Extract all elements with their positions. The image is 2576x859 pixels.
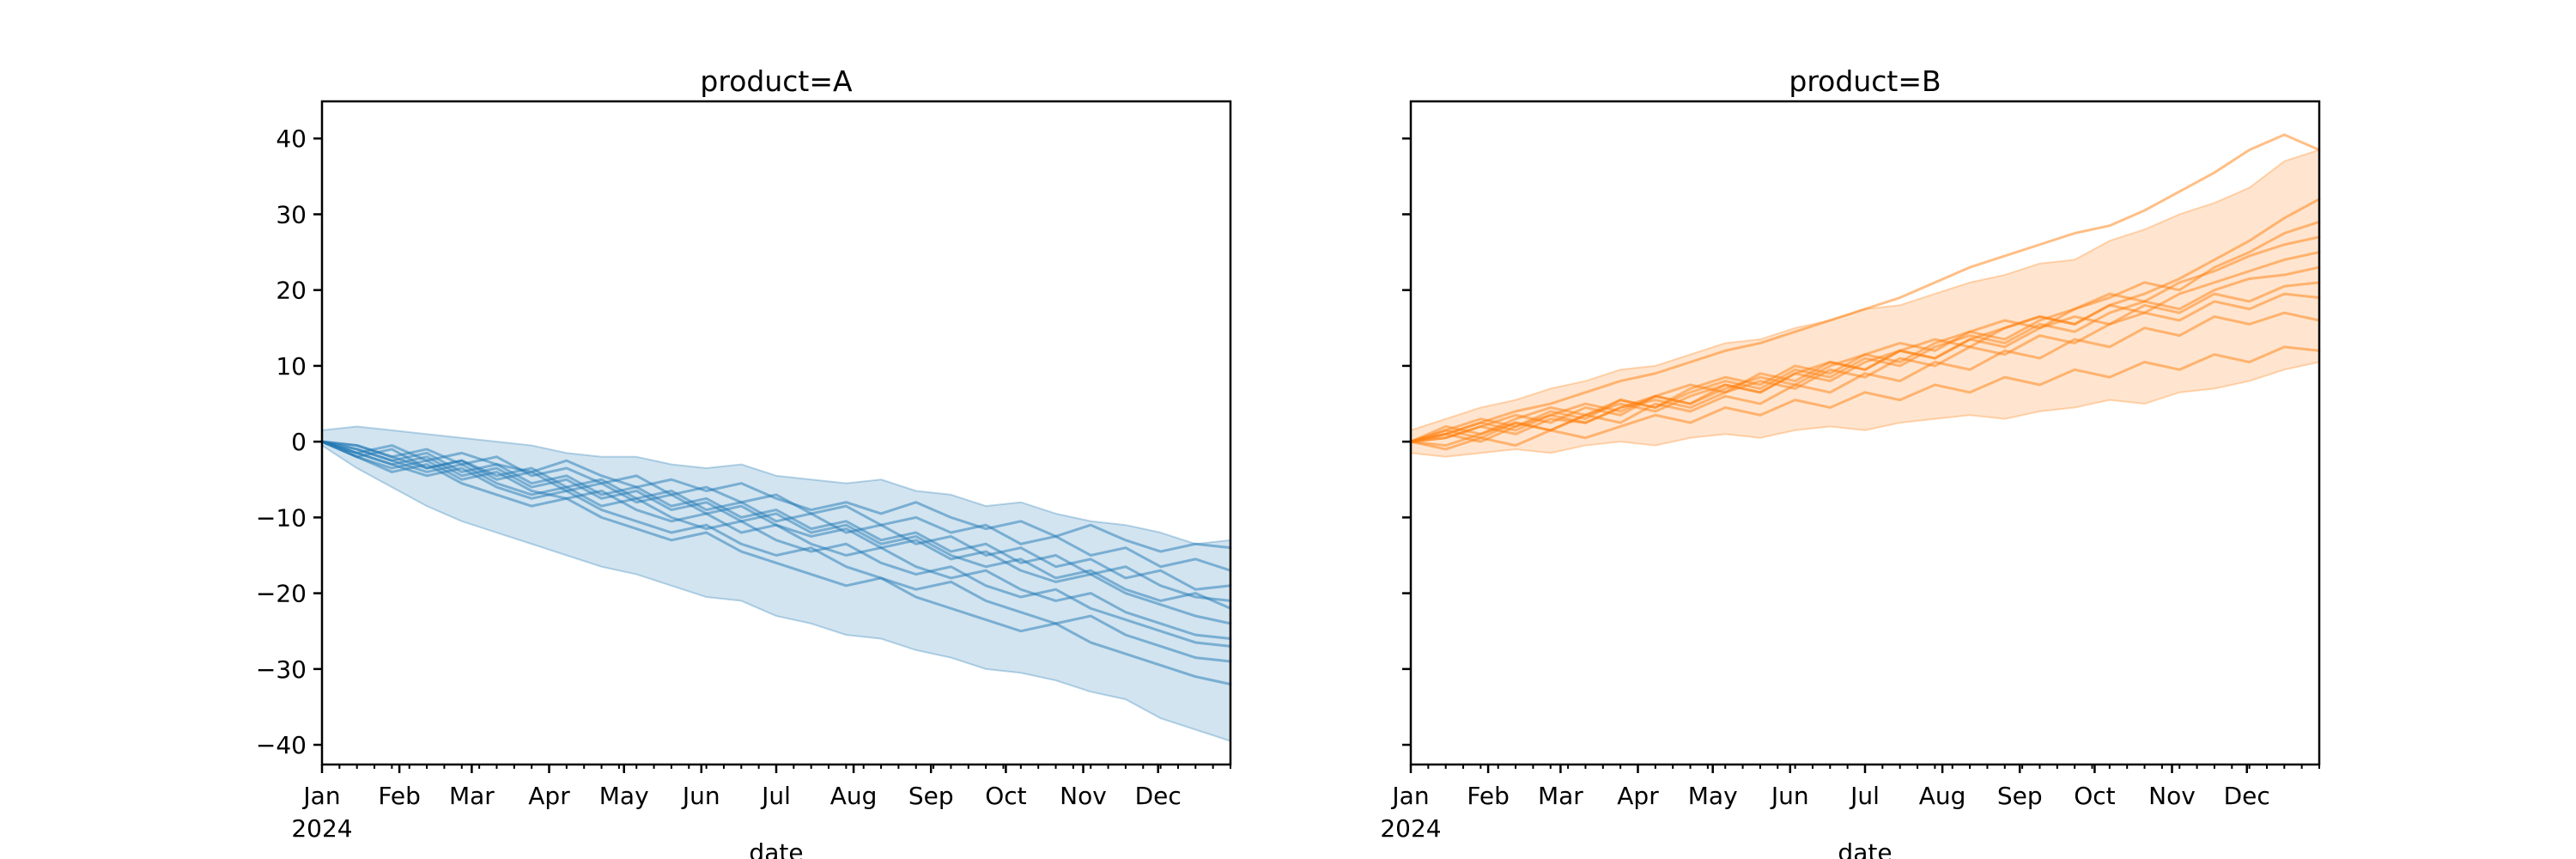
y-tick-label: −10 bbox=[256, 503, 307, 532]
y-tick-label: 30 bbox=[276, 200, 307, 228]
x-axis-label: date bbox=[749, 838, 803, 859]
x-tick-label: Jun bbox=[1770, 782, 1809, 810]
x-axis: Jan 2024 Feb Mar Apr May Jun Jul Aug Sep Oct Nov Dec bbox=[1380, 765, 2270, 843]
unit-line-unit-9 bbox=[1409, 311, 2321, 448]
x-tick-label: Sep bbox=[1997, 782, 2043, 810]
x-tick-label: Aug bbox=[1919, 782, 1966, 810]
y-tick-label: 0 bbox=[291, 428, 307, 456]
x-tick-label: Jul bbox=[1849, 782, 1880, 810]
x-tick-year-label: 2024 bbox=[291, 814, 352, 843]
x-tick-label: Nov bbox=[2148, 782, 2196, 810]
unit-line-unit-6 bbox=[1409, 265, 2321, 443]
minmax-band bbox=[1410, 149, 2320, 458]
unit-line-unit-10 bbox=[1409, 345, 2321, 451]
y-axis: −40 −30 −20 −10 0 10 20 30 40 bbox=[256, 125, 322, 759]
x-tick-label: Nov bbox=[1060, 782, 1107, 810]
x-axis-label: date bbox=[1838, 838, 1892, 859]
y-tick-label: −30 bbox=[256, 655, 307, 684]
x-tick-label: Jun bbox=[681, 782, 720, 810]
unit-line-unit-1 bbox=[320, 440, 1232, 553]
x-tick-label: May bbox=[1688, 782, 1738, 810]
x-tick-label: Apr bbox=[528, 782, 570, 810]
unit-line-unit-10 bbox=[320, 440, 1232, 685]
x-tick-label: Oct bbox=[985, 782, 1026, 810]
unit-line-unit-1 bbox=[1409, 133, 2321, 443]
x-tick-label: Mar bbox=[449, 782, 495, 810]
x-tick-label: Mar bbox=[1538, 782, 1583, 810]
x-tick-label: Jul bbox=[760, 782, 791, 810]
x-tick-label: Sep bbox=[908, 782, 954, 810]
unit-line-unit-9 bbox=[320, 440, 1232, 663]
x-axis-minor-ticks bbox=[1410, 765, 2320, 769]
x-tick-label: Dec bbox=[1135, 782, 1182, 810]
y-axis bbox=[1402, 137, 1411, 746]
unit-line-unit-8 bbox=[1409, 292, 2321, 443]
unit-line-unit-2 bbox=[320, 440, 1232, 572]
y-tick-label: 40 bbox=[276, 125, 307, 153]
x-axis: Jan 2024 Feb Mar Apr May Jun Jul Aug Sep Oct Nov Dec bbox=[291, 765, 1182, 843]
y-tick-label: 10 bbox=[276, 352, 307, 381]
y-tick-label: 20 bbox=[276, 277, 307, 305]
x-tick-label: Aug bbox=[830, 782, 878, 810]
unit-line-unit-7 bbox=[320, 440, 1232, 641]
x-tick-label: Feb bbox=[1467, 782, 1510, 810]
y-tick-label: −20 bbox=[256, 580, 307, 608]
y-tick-label: −40 bbox=[256, 731, 307, 759]
x-tick-label: Jan bbox=[301, 782, 340, 810]
x-tick-label: Jan bbox=[1390, 782, 1429, 810]
panel-product-a: Jan 2024 Feb Mar Apr May Jun Jul Aug Sep Oct Nov Dec… bbox=[256, 64, 1232, 859]
x-tick-label: Apr bbox=[1617, 782, 1659, 810]
unit-line-unit-8 bbox=[320, 440, 1232, 648]
x-tick-label: Dec bbox=[2224, 782, 2270, 810]
x-tick-label: Oct bbox=[2074, 782, 2115, 810]
x-tick-label: May bbox=[599, 782, 649, 810]
x-tick-year-label: 2024 bbox=[1380, 814, 1441, 843]
panel-title: product=B bbox=[1789, 64, 1941, 98]
panel-title: product=A bbox=[700, 64, 853, 98]
x-tick-label: Feb bbox=[378, 782, 421, 810]
panel-product-b: Jan 2024 Feb Mar Apr May Jun Jul Aug Sep Oct Nov Dec… bbox=[1380, 64, 2321, 859]
